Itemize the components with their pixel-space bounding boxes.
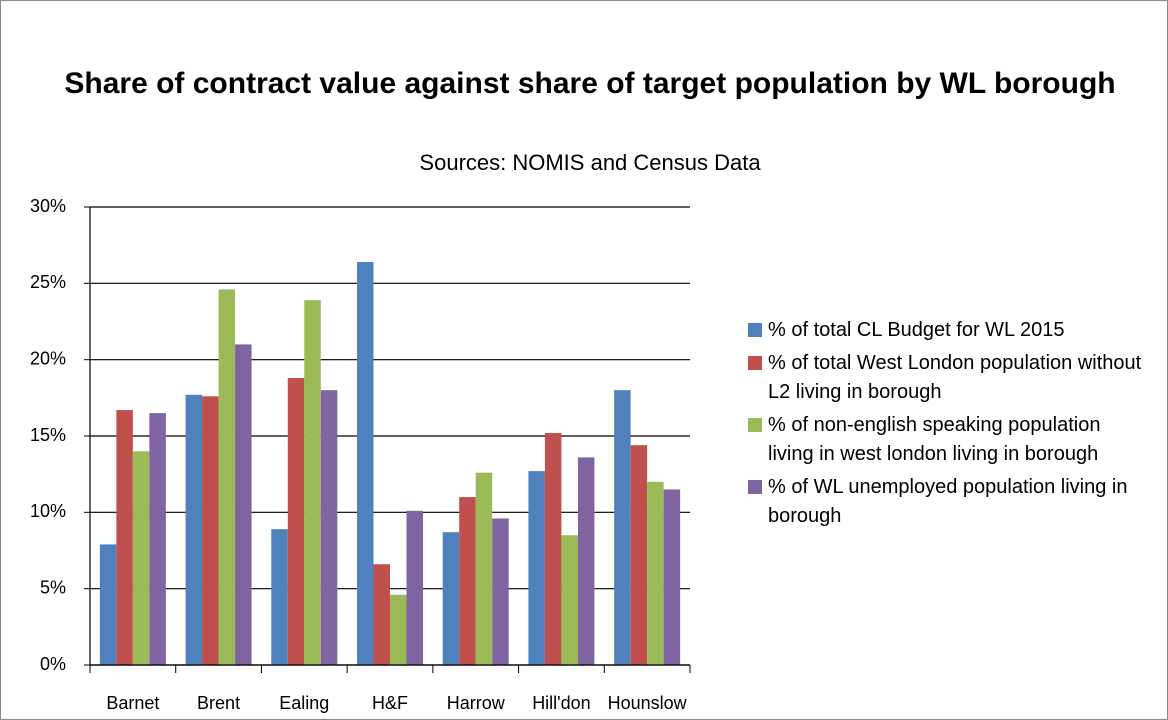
bar <box>492 518 509 665</box>
legend-label: % of total West London population withou… <box>768 352 1142 403</box>
bar <box>459 497 476 665</box>
legend-swatch <box>748 356 762 370</box>
bar <box>630 445 648 665</box>
legend-item: % of WL unemployed population living in … <box>748 473 1148 531</box>
bar <box>373 564 390 665</box>
bar <box>116 410 133 665</box>
x-tick-label: H&F <box>372 693 408 713</box>
bar <box>304 300 321 665</box>
legend-label: % of total CL Budget for WL 2015 <box>768 319 1065 341</box>
bar <box>577 457 595 665</box>
x-tick-label: Brent <box>197 693 240 713</box>
x-tick-label: Harrow <box>447 693 506 713</box>
y-tick-label: 5% <box>40 577 66 597</box>
bar <box>475 472 493 665</box>
bar <box>185 394 203 665</box>
bar <box>149 413 166 665</box>
y-tick-label: 30% <box>30 196 66 216</box>
legend-swatch <box>748 323 762 337</box>
bar <box>544 432 562 665</box>
bar <box>357 261 374 665</box>
chart-subtitle: Sources: NOMIS and Census Data <box>419 150 761 175</box>
y-tick-label: 10% <box>30 501 66 521</box>
legend-label: % of WL unemployed population living in … <box>768 476 1128 527</box>
bar <box>390 594 407 665</box>
bar <box>271 529 288 665</box>
x-tick-label: Hounslow <box>608 693 688 713</box>
bar <box>406 510 423 665</box>
bar <box>561 535 578 665</box>
x-tick-label: Hill'don <box>532 693 590 713</box>
x-tick-label: Ealing <box>279 693 329 713</box>
y-tick-label: 15% <box>30 425 66 445</box>
bar <box>202 396 219 665</box>
legend-swatch <box>748 480 762 494</box>
bar <box>442 532 460 665</box>
bar <box>132 451 150 665</box>
chart-title: Share of contract value against share of… <box>64 67 1116 100</box>
bar <box>287 377 305 665</box>
bar <box>528 471 545 665</box>
bar <box>218 289 236 665</box>
y-tick-label: 0% <box>40 654 66 674</box>
legend-item: % of total CL Budget for WL 2015 <box>748 316 1148 345</box>
bar <box>320 390 338 665</box>
bar <box>99 544 117 665</box>
bar <box>663 489 681 665</box>
legend: % of total CL Budget for WL 2015 % of tot… <box>748 316 1148 535</box>
y-tick-label: 25% <box>30 272 66 292</box>
legend-swatch <box>748 418 762 432</box>
legend-item: % of total West London population withou… <box>748 349 1148 407</box>
bar <box>647 481 664 665</box>
legend-item: % of non-english speaking population liv… <box>748 411 1148 469</box>
bar <box>614 390 631 665</box>
bar <box>235 344 252 665</box>
legend-label: % of non-english speaking population liv… <box>768 414 1101 465</box>
x-tick-label: Barnet <box>106 693 159 713</box>
y-tick-label: 20% <box>30 348 66 368</box>
